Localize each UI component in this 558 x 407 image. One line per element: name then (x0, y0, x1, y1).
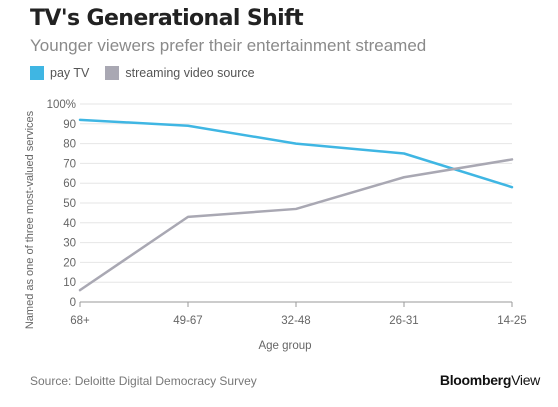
brand-part-bloomberg: Bloomberg (439, 372, 512, 388)
chart-subtitle: Younger viewers prefer their entertainme… (30, 36, 427, 55)
y-tick-label: 20 (63, 257, 76, 269)
x-axis-title: Age group (258, 340, 312, 352)
legend-label-streaming: streaming video source (125, 66, 255, 80)
legend-item-streaming: streaming video source (105, 66, 255, 80)
y-tick-label: 60 (63, 178, 76, 190)
legend-swatch-streaming (105, 66, 120, 80)
y-tick-label: 40 (63, 218, 76, 230)
brand-logo: BloombergView (440, 372, 540, 388)
legend-label-pay-tv: pay TV (50, 66, 90, 80)
series-line-streaming (78, 158, 514, 292)
y-tick-label: 80 (63, 139, 76, 151)
x-tick-label: 49-67 (173, 315, 202, 327)
x-tick-label: 14-25 (497, 315, 526, 327)
chart-title: TV's Generational Shift (30, 6, 304, 31)
x-tick-label: 32-48 (281, 315, 310, 327)
y-tick-label: 100% (47, 99, 76, 111)
brand-part-view: View (511, 372, 540, 388)
y-tick-label: 90 (63, 119, 76, 131)
y-tick-label: 70 (63, 158, 76, 170)
series-line-pay-tv (78, 118, 514, 189)
y-tick-label: 30 (63, 238, 76, 250)
source-note: Source: Deloitte Digital Democracy Surve… (30, 374, 257, 388)
y-tick-label: 10 (63, 277, 76, 289)
legend-swatch-pay-tv (30, 66, 44, 80)
y-tick-label: 0 (70, 297, 76, 309)
legend: pay TV streaming video source (30, 64, 271, 82)
x-tick-label: 26-31 (389, 315, 418, 327)
x-tick-label: 68+ (70, 315, 90, 327)
legend-item-pay-tv: pay TV (30, 66, 89, 80)
y-tick-label: 50 (63, 198, 76, 210)
